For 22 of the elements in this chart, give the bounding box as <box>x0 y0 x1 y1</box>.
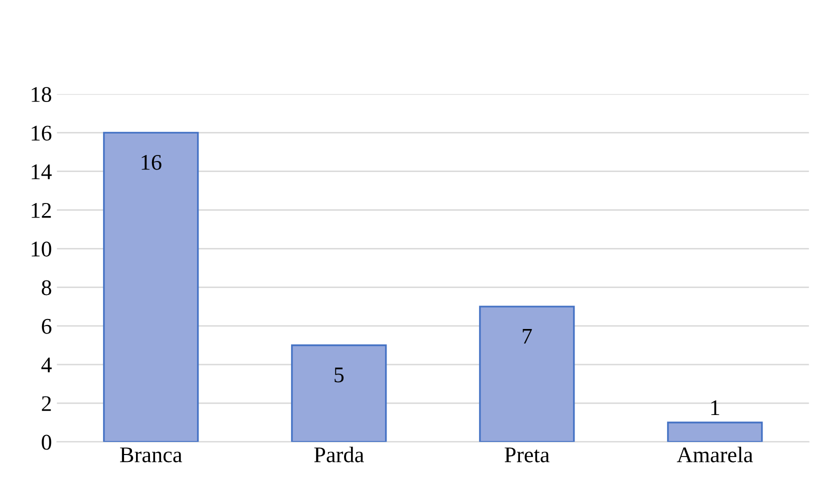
data-label: 16 <box>142 154 162 170</box>
y-tick-label: 14 <box>32 164 52 180</box>
x-tick-label: Preta <box>504 448 550 462</box>
data-label: 5 <box>334 368 344 382</box>
y-tick-label: 6 <box>42 318 52 334</box>
bar <box>291 344 387 442</box>
bar <box>479 306 575 442</box>
y-tick-label: 12 <box>32 203 51 218</box>
data-label: 7 <box>522 328 532 344</box>
bar <box>667 422 763 442</box>
y-tick-label: 0 <box>42 434 52 450</box>
y-tick-label: 16 <box>32 126 52 141</box>
data-label: 1 <box>711 400 720 416</box>
y-tick-label: 10 <box>32 242 52 257</box>
y-tick-label: 18 <box>32 87 52 102</box>
bar <box>103 132 199 442</box>
x-tick-label: Branca <box>120 448 182 462</box>
x-tick-label: Amarela <box>676 446 753 462</box>
x-tick-label: Parda <box>314 446 364 462</box>
y-tick-label: 8 <box>42 280 52 296</box>
y-tick-label: 2 <box>42 396 51 411</box>
y-tick-label: 4 <box>41 358 52 372</box>
